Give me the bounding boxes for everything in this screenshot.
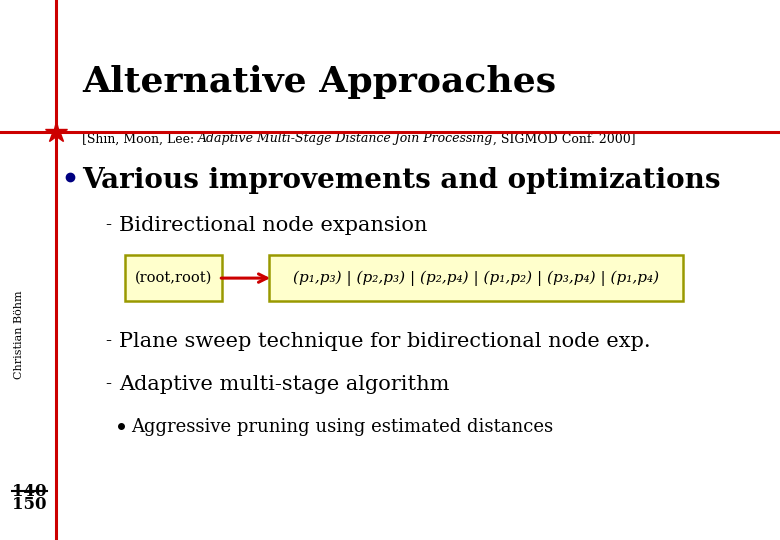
Text: -: - xyxy=(105,332,112,350)
Text: Adaptive multi-stage algorithm: Adaptive multi-stage algorithm xyxy=(119,375,450,394)
Text: (root,root): (root,root) xyxy=(135,271,212,285)
FancyBboxPatch shape xyxy=(269,255,682,301)
Text: Christian Böhm: Christian Böhm xyxy=(15,291,24,379)
Text: Plane sweep technique for bidirectional node exp.: Plane sweep technique for bidirectional … xyxy=(119,332,651,351)
Text: Adaptive Multi-Stage Distance Join Processing: Adaptive Multi-Stage Distance Join Proce… xyxy=(198,132,493,145)
Text: (p₁,p₃) | (p₂,p₃) | (p₂,p₄) | (p₁,p₂) | (p₃,p₄) | (p₁,p₄): (p₁,p₃) | (p₂,p₃) | (p₂,p₄) | (p₁,p₂) | … xyxy=(292,271,659,286)
Text: 150: 150 xyxy=(12,496,47,512)
Text: 140: 140 xyxy=(12,483,47,500)
Text: Aggressive pruning using estimated distances: Aggressive pruning using estimated dista… xyxy=(131,418,553,436)
Text: Alternative Approaches: Alternative Approaches xyxy=(82,65,556,99)
Text: [Shin, Moon, Lee:: [Shin, Moon, Lee: xyxy=(82,132,198,145)
Text: -: - xyxy=(105,216,112,234)
Text: , SIGMOD Conf. 2000]: , SIGMOD Conf. 2000] xyxy=(493,132,636,145)
Text: -: - xyxy=(105,375,112,393)
FancyBboxPatch shape xyxy=(125,255,222,301)
Text: Bidirectional node expansion: Bidirectional node expansion xyxy=(119,216,427,235)
Text: Various improvements and optimizations: Various improvements and optimizations xyxy=(82,167,721,194)
